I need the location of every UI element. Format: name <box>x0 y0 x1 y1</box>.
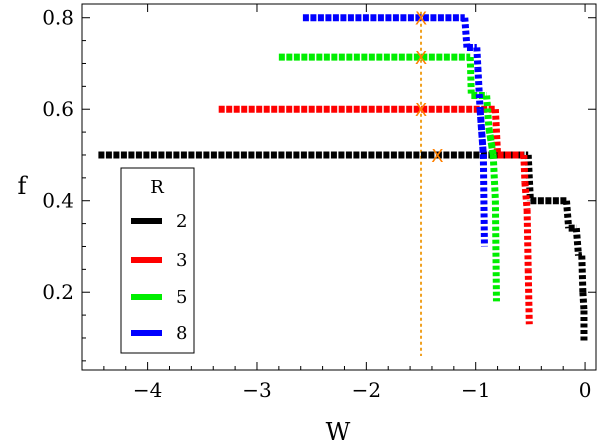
y-axis-label: f <box>18 172 29 200</box>
series-5-segment <box>483 95 493 128</box>
legend-label-5: 5 <box>176 287 187 308</box>
plot-frame <box>81 3 597 371</box>
series-8-segment <box>479 154 488 247</box>
series-5-segment <box>466 56 475 96</box>
x-tick-label: −3 <box>242 378 271 402</box>
crossing-marker: X <box>415 100 427 121</box>
legend-entry: 5 <box>131 287 187 308</box>
series-3-segment <box>524 269 533 325</box>
tick-layer: −4 −3 −2 −1 0 0.2 0.4 0.6 0.8 <box>42 4 596 402</box>
legend-entry: 3 <box>131 250 187 271</box>
y-tick-label: 0.2 <box>42 280 74 304</box>
series-8-segment <box>461 17 471 48</box>
series-3-segment <box>491 109 502 156</box>
x-tick-label: −2 <box>352 378 381 402</box>
x-tick-label: −4 <box>133 378 162 402</box>
series-2 <box>98 151 588 343</box>
x-tick-label: −1 <box>461 378 490 402</box>
crossing-marker: X <box>415 48 427 69</box>
y-tick-label: 0.4 <box>42 189 74 213</box>
legend-title: R <box>150 177 164 198</box>
legend-label-8: 8 <box>176 323 187 344</box>
crossing-marker: X <box>431 146 443 167</box>
series-5-segment <box>491 200 500 302</box>
series-8-segment <box>476 108 487 156</box>
series-3-segment <box>523 209 532 270</box>
x-axis-label: W <box>326 418 351 446</box>
legend-entry: 8 <box>131 323 187 344</box>
series-layer <box>98 14 588 343</box>
series-2-segment <box>579 292 588 311</box>
series-3-segment <box>520 154 529 183</box>
series-5 <box>278 53 500 302</box>
series-5-segment <box>489 154 499 201</box>
series-2-segment <box>578 255 587 293</box>
legend-label-3: 3 <box>176 250 187 271</box>
series-3 <box>218 105 533 325</box>
x-tick-label: 0 <box>579 378 592 402</box>
series-8-segment <box>474 67 484 110</box>
legend: R 2 3 5 8 <box>120 167 195 354</box>
series-2-segment <box>524 154 534 201</box>
series-5-segment <box>485 126 497 156</box>
crossing-marker: X <box>415 9 427 30</box>
y-tick-label: 0.8 <box>42 6 74 30</box>
series-2-segment <box>562 200 573 229</box>
series-8 <box>302 14 488 247</box>
legend-label-2: 2 <box>176 211 187 232</box>
y-tick-label: 0.6 <box>42 97 74 121</box>
series-2-segment <box>572 227 582 256</box>
series-3-segment <box>521 182 531 211</box>
series-8-segment <box>473 47 482 69</box>
legend-entry: 2 <box>131 211 187 232</box>
